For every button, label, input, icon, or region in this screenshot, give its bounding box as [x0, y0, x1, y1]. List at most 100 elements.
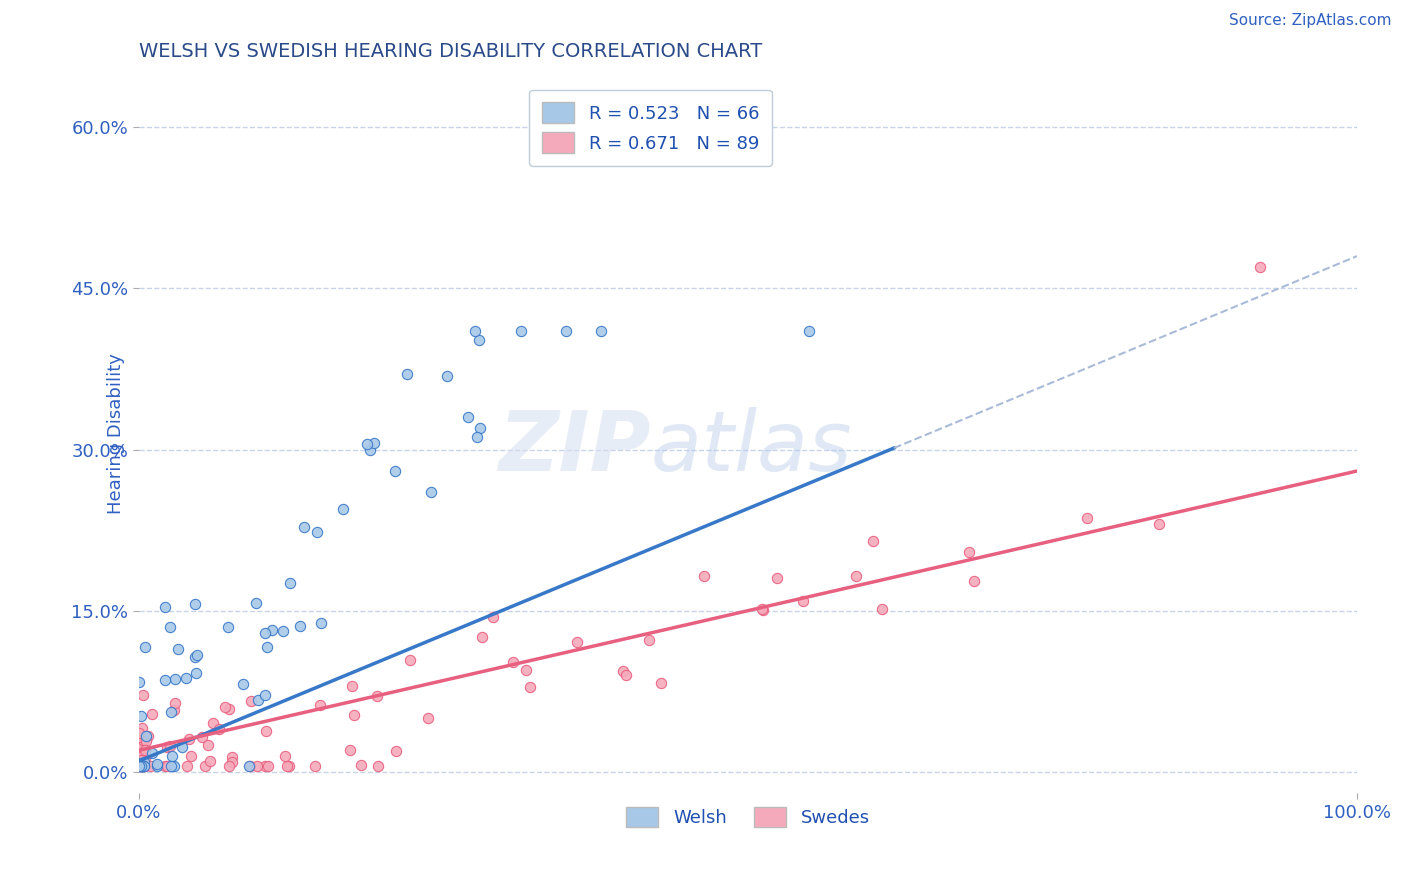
Point	[862, 534, 884, 549]
Point	[280, 576, 302, 591]
Point	[612, 664, 634, 678]
Point	[565, 635, 588, 649]
Point	[134, 640, 156, 654]
Point	[134, 759, 156, 773]
Point	[254, 626, 277, 640]
Point	[163, 672, 186, 686]
Point	[482, 610, 505, 624]
Point	[129, 747, 152, 761]
Point	[309, 698, 332, 713]
Point	[134, 743, 156, 757]
Point	[1249, 260, 1271, 274]
Point	[132, 759, 155, 773]
Point	[240, 694, 263, 708]
Point	[184, 665, 207, 680]
Point	[162, 759, 184, 773]
Point	[146, 756, 169, 771]
Point	[792, 594, 814, 608]
Point	[872, 602, 894, 616]
Point	[277, 759, 299, 773]
Point	[246, 759, 269, 773]
Point	[132, 759, 155, 773]
Point	[752, 603, 775, 617]
Point	[274, 749, 297, 764]
Point	[845, 568, 868, 582]
Point	[132, 733, 155, 747]
Point	[153, 673, 176, 687]
Point	[129, 708, 152, 723]
Point	[159, 739, 181, 753]
Point	[177, 732, 200, 747]
Point	[135, 733, 157, 747]
Point	[132, 740, 155, 755]
Point	[129, 759, 152, 773]
Point	[132, 759, 155, 773]
Point	[183, 598, 205, 612]
Point	[384, 464, 406, 478]
Point	[238, 759, 260, 773]
Point	[136, 729, 159, 743]
Point	[132, 759, 155, 773]
Point	[332, 502, 354, 516]
Point	[307, 525, 329, 540]
Point	[254, 688, 277, 702]
Point	[129, 759, 152, 773]
Point	[464, 324, 486, 338]
Point	[468, 421, 491, 435]
Point	[262, 624, 284, 638]
Point	[245, 596, 267, 610]
Point	[129, 753, 152, 767]
Point	[254, 724, 277, 739]
Point	[194, 759, 217, 773]
Point	[468, 333, 491, 347]
Point	[751, 602, 773, 616]
Point	[232, 677, 254, 691]
Point	[129, 750, 152, 764]
Point	[471, 630, 494, 644]
Point	[221, 749, 243, 764]
Point	[515, 663, 537, 677]
Point	[385, 744, 408, 758]
Point	[176, 759, 198, 773]
Point	[239, 759, 262, 773]
Point	[555, 324, 578, 338]
Point	[198, 754, 221, 768]
Point	[420, 485, 443, 500]
Point	[311, 615, 333, 630]
Point	[132, 743, 155, 757]
Point	[217, 620, 239, 634]
Point	[359, 442, 381, 457]
Point	[395, 368, 418, 382]
Point	[218, 702, 240, 716]
Point	[340, 679, 363, 693]
Point	[128, 759, 150, 773]
Point	[589, 324, 612, 338]
Point	[363, 435, 385, 450]
Point	[131, 688, 153, 702]
Point	[339, 743, 361, 757]
Point	[197, 738, 219, 752]
Legend: Welsh, Swedes: Welsh, Swedes	[619, 799, 877, 835]
Point	[650, 676, 672, 690]
Point	[457, 410, 479, 425]
Point	[128, 674, 150, 689]
Point	[367, 759, 389, 773]
Point	[256, 640, 278, 655]
Text: Source: ZipAtlas.com: Source: ZipAtlas.com	[1229, 13, 1392, 29]
Point	[247, 693, 270, 707]
Point	[184, 649, 207, 664]
Point	[218, 759, 240, 773]
Point	[145, 759, 167, 773]
Point	[366, 690, 388, 704]
Point	[202, 716, 225, 731]
Point	[436, 368, 458, 383]
Point	[160, 749, 183, 764]
Point	[159, 705, 181, 719]
Point	[519, 681, 541, 695]
Point	[131, 759, 153, 773]
Point	[141, 747, 163, 761]
Point	[256, 759, 278, 773]
Text: ZIP: ZIP	[498, 408, 651, 488]
Point	[155, 600, 177, 615]
Point	[174, 671, 197, 685]
